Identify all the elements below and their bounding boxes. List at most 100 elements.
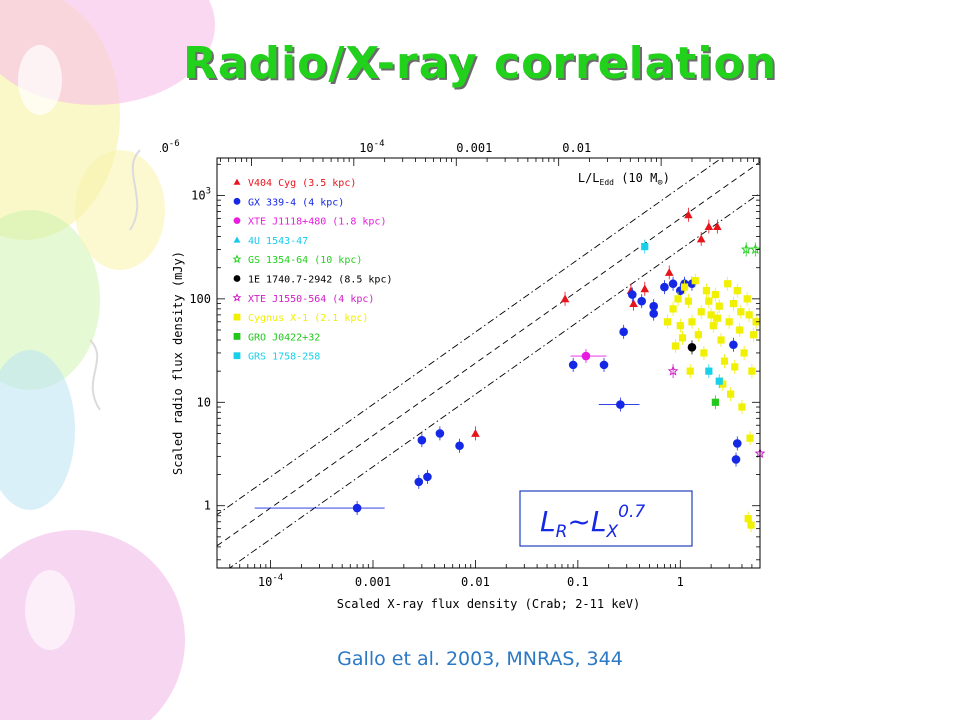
y-tick-label-exponent: 3 bbox=[206, 186, 211, 196]
data-point bbox=[471, 429, 480, 437]
x-tick-label: 0.001 bbox=[355, 575, 391, 589]
data-point bbox=[664, 268, 674, 276]
top-axis-label-part: Edd bbox=[600, 178, 615, 187]
annotation-part: ~ bbox=[567, 505, 590, 538]
data-point bbox=[694, 331, 702, 339]
series-9 bbox=[711, 395, 719, 410]
legend-marker bbox=[233, 313, 241, 321]
top-axis-label-part: ⊙ bbox=[657, 178, 662, 188]
data-point bbox=[667, 365, 679, 376]
data-point bbox=[455, 441, 464, 451]
data-point bbox=[740, 349, 748, 357]
data-point bbox=[727, 390, 735, 398]
top-tick-label-mantissa: 10 bbox=[359, 141, 373, 155]
balloon-string bbox=[129, 149, 141, 231]
legend-marker bbox=[233, 275, 241, 282]
data-point bbox=[737, 308, 745, 316]
series-10 bbox=[641, 239, 723, 389]
data-point bbox=[423, 472, 432, 482]
data-point bbox=[738, 403, 746, 411]
y-tick-label: 1 bbox=[204, 499, 211, 513]
legend-label: XTE J1118+480 (1.8 kpc) bbox=[248, 217, 386, 228]
data-point bbox=[729, 299, 738, 308]
series-6 bbox=[687, 340, 697, 355]
data-point bbox=[702, 287, 711, 295]
data-point bbox=[669, 305, 677, 313]
data-point bbox=[684, 297, 693, 305]
data-point bbox=[627, 290, 637, 299]
top-tick-label-mantissa: 10 bbox=[160, 141, 169, 155]
series-5 bbox=[740, 242, 761, 257]
data-point bbox=[711, 398, 719, 406]
y-axis-label: Scaled radio flux density (mJy) bbox=[171, 251, 185, 475]
x-tick-label: 1 bbox=[677, 575, 684, 589]
data-point bbox=[660, 282, 669, 292]
chart-container: 10-40.0010.010.1111010010310-810-610-40.… bbox=[154, 138, 780, 632]
correlation-line-1 bbox=[217, 158, 723, 516]
data-point bbox=[684, 210, 693, 219]
legend-label: Cygnus X-1 (2.1 kpc) bbox=[248, 313, 368, 324]
data-point bbox=[629, 299, 638, 308]
y-tick-label: 10 bbox=[197, 395, 211, 409]
data-point bbox=[663, 318, 672, 326]
y-tick-label-mantissa: 10 bbox=[191, 188, 205, 202]
data-point bbox=[668, 279, 678, 289]
annotation-part: X bbox=[606, 522, 619, 542]
annotation-part: R bbox=[556, 522, 568, 542]
data-point bbox=[674, 295, 682, 303]
data-point bbox=[641, 243, 649, 251]
x-tick-label-mantissa: 10 bbox=[258, 575, 272, 589]
balloon-string-2 bbox=[89, 339, 101, 411]
slide-title: Radio/X-ray correlation bbox=[182, 38, 778, 89]
data-point bbox=[688, 318, 696, 326]
x-tick-label: 0.01 bbox=[461, 575, 490, 589]
x-tick-label: 10-4 bbox=[258, 573, 283, 589]
legend-label: GRO J0422+32 bbox=[248, 332, 320, 343]
legend-marker bbox=[233, 217, 241, 224]
data-point bbox=[705, 367, 713, 375]
plot-frame bbox=[216, 157, 761, 569]
legend-marker bbox=[233, 178, 241, 185]
data-point bbox=[715, 377, 723, 385]
data-point bbox=[705, 297, 713, 305]
x-tick-label-exponent: -4 bbox=[272, 573, 283, 583]
annotation-box bbox=[519, 490, 693, 547]
series-1 bbox=[471, 207, 722, 441]
legend-marker bbox=[233, 197, 241, 205]
data-point bbox=[717, 336, 725, 344]
legend-marker bbox=[233, 352, 241, 360]
data-point bbox=[731, 363, 739, 371]
y-tick-label: 103 bbox=[191, 186, 211, 202]
annotation-part: L bbox=[540, 505, 556, 538]
legend-label: 1E 1740.7-2942 (8.5 kpc) bbox=[248, 275, 393, 286]
data-point bbox=[697, 308, 705, 316]
legend-label: V404 Cyg (3.5 kpc) bbox=[248, 178, 356, 189]
legend-marker bbox=[232, 293, 242, 302]
balloon-green bbox=[0, 210, 100, 390]
legend-label: XTE J1550-564 (4 kpc) bbox=[248, 294, 374, 305]
top-axis-label-part: L/L bbox=[578, 171, 600, 185]
data-point bbox=[568, 360, 578, 370]
data-point bbox=[637, 296, 646, 306]
legend-marker bbox=[233, 236, 241, 243]
balloon-white-highlight bbox=[18, 45, 62, 115]
data-point bbox=[649, 301, 658, 311]
data-point bbox=[743, 295, 751, 303]
data-point bbox=[680, 283, 689, 291]
data-point bbox=[640, 284, 650, 293]
data-point bbox=[713, 314, 721, 322]
top-axis-label-part: ) bbox=[663, 171, 670, 185]
top-axis-label-part: (10 M bbox=[614, 171, 657, 185]
data-point bbox=[747, 521, 755, 529]
data-point bbox=[733, 287, 741, 295]
data-point bbox=[749, 243, 761, 255]
x-tick-label: 0.1 bbox=[567, 575, 589, 589]
citation: Gallo et al. 2003, MNRAS, 344 bbox=[337, 648, 623, 670]
data-point bbox=[707, 311, 715, 319]
data-point bbox=[676, 322, 684, 330]
data-point bbox=[687, 343, 697, 352]
data-point bbox=[732, 439, 742, 448]
legend-marker bbox=[232, 254, 242, 264]
data-point bbox=[731, 455, 741, 464]
